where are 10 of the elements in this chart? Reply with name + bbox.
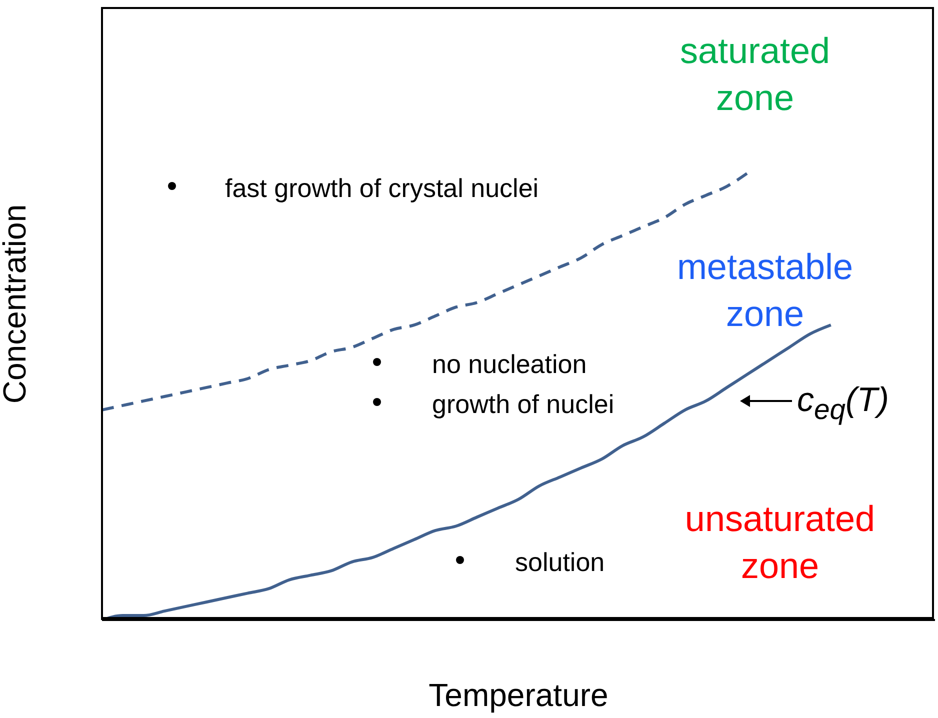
annotation: growth of nuclei: [432, 388, 616, 421]
annotation: no nucleation: [432, 348, 588, 381]
x-axis-title: Temperature: [428, 677, 608, 713]
annotation: c$_{eq}$(T): [797, 380, 890, 428]
annotation: unsaturated zone: [684, 497, 876, 588]
text: saturated zone: [678, 29, 832, 120]
y-axis-title: Concentration: [0, 204, 32, 404]
annotation: fast growth of crystal nuclei: [225, 172, 540, 205]
annotation: solution: [515, 546, 606, 579]
annotation: metastable zone: [676, 245, 854, 336]
